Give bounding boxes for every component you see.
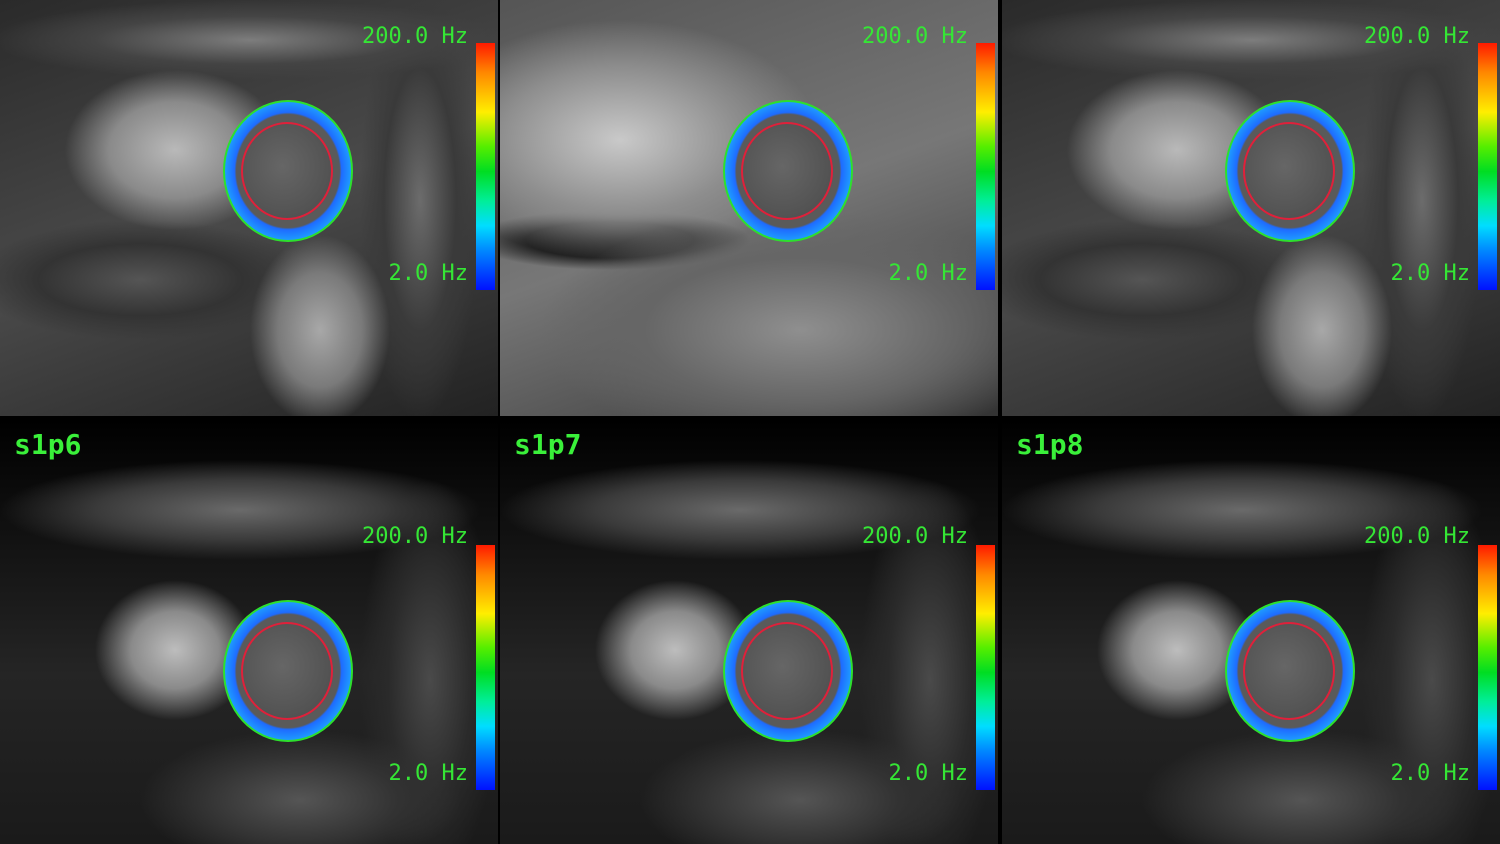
image-panel[interactable]: 200.0 Hz 2.0 Hz bbox=[500, 0, 998, 416]
colorbar-max-label: 200.0 Hz bbox=[862, 24, 968, 49]
colorbar-min-label: 2.0 Hz bbox=[1390, 261, 1470, 286]
panel-label: s1p6 bbox=[14, 428, 82, 461]
image-panel[interactable]: 200.0 Hz 2.0 Hz s1p7 bbox=[500, 420, 998, 844]
image-panel[interactable]: 200.0 Hz 2.0 Hz s1p6 bbox=[0, 420, 498, 844]
colorbar bbox=[476, 545, 495, 790]
colorbar bbox=[476, 43, 495, 290]
endocardial-contour[interactable] bbox=[1243, 122, 1335, 220]
myocardium-roi-epicardial-contour[interactable] bbox=[1225, 100, 1355, 242]
colorbar-max-label: 200.0 Hz bbox=[1364, 524, 1470, 549]
endocardial-contour[interactable] bbox=[741, 622, 833, 720]
myocardium-roi-epicardial-contour[interactable] bbox=[1225, 600, 1355, 742]
endocardial-contour[interactable] bbox=[241, 622, 333, 720]
colorbar bbox=[976, 43, 995, 290]
myocardium-roi-epicardial-contour[interactable] bbox=[723, 600, 853, 742]
colorbar bbox=[976, 545, 995, 790]
myocardium-roi-epicardial-contour[interactable] bbox=[723, 100, 853, 242]
panel-label: s1p7 bbox=[514, 428, 582, 461]
colorbar bbox=[1478, 545, 1497, 790]
colorbar-max-label: 200.0 Hz bbox=[362, 524, 468, 549]
colorbar-min-label: 2.0 Hz bbox=[888, 261, 968, 286]
colorbar-min-label: 2.0 Hz bbox=[888, 761, 968, 786]
myocardium-roi-epicardial-contour[interactable] bbox=[223, 100, 353, 242]
image-panel[interactable]: 200.0 Hz 2.0 Hz s1p8 bbox=[1002, 420, 1500, 844]
myocardium-roi-epicardial-contour[interactable] bbox=[223, 600, 353, 742]
colorbar-max-label: 200.0 Hz bbox=[362, 24, 468, 49]
endocardial-contour[interactable] bbox=[1243, 622, 1335, 720]
image-panel[interactable]: 200.0 Hz 2.0 Hz bbox=[0, 0, 498, 416]
image-panel[interactable]: 200.0 Hz 2.0 Hz bbox=[1002, 0, 1500, 416]
panel-label: s1p8 bbox=[1016, 428, 1084, 461]
colorbar-max-label: 200.0 Hz bbox=[1364, 24, 1470, 49]
colorbar bbox=[1478, 43, 1497, 290]
endocardial-contour[interactable] bbox=[241, 122, 333, 220]
colorbar-max-label: 200.0 Hz bbox=[862, 524, 968, 549]
colorbar-min-label: 2.0 Hz bbox=[388, 261, 468, 286]
colorbar-min-label: 2.0 Hz bbox=[1390, 761, 1470, 786]
colorbar-min-label: 2.0 Hz bbox=[388, 761, 468, 786]
endocardial-contour[interactable] bbox=[741, 122, 833, 220]
